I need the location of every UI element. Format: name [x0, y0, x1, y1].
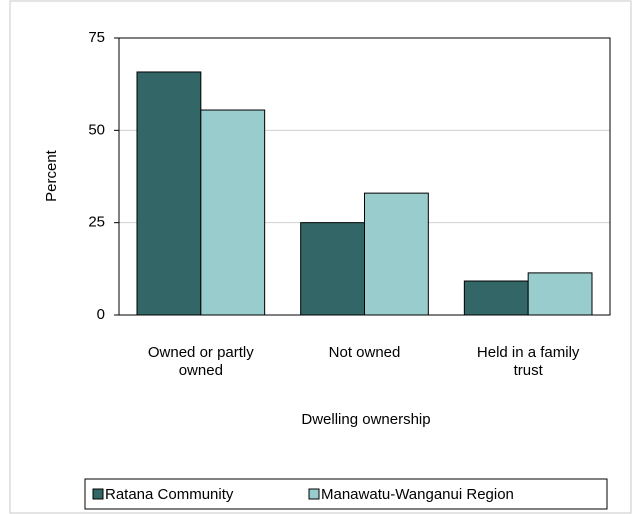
y-tick-label: 75	[88, 29, 105, 46]
y-tick-label: 25	[88, 214, 105, 231]
legend-swatch	[92, 488, 104, 500]
bar	[136, 71, 202, 316]
plot-border	[118, 37, 611, 316]
bar	[300, 222, 366, 316]
bar	[527, 272, 593, 316]
x-tick-label: Owned or partly owned	[148, 344, 254, 379]
bar	[463, 280, 529, 316]
legend-swatch	[308, 488, 320, 500]
bar	[364, 192, 429, 316]
y-axis-label: Percent	[43, 149, 60, 202]
x-tick-label: Held in a family trust	[477, 344, 580, 379]
legend-box	[84, 478, 608, 510]
x-tick-label: Not owned	[329, 344, 401, 361]
legend-label: Ratana Community	[105, 486, 234, 503]
y-tick-label: 50	[88, 121, 105, 138]
legend-label: Manawatu-Wanganui Region	[321, 486, 514, 503]
bar	[200, 109, 266, 316]
y-tick-label: 0	[97, 306, 105, 323]
x-axis-label: Dwelling ownership	[301, 411, 430, 428]
